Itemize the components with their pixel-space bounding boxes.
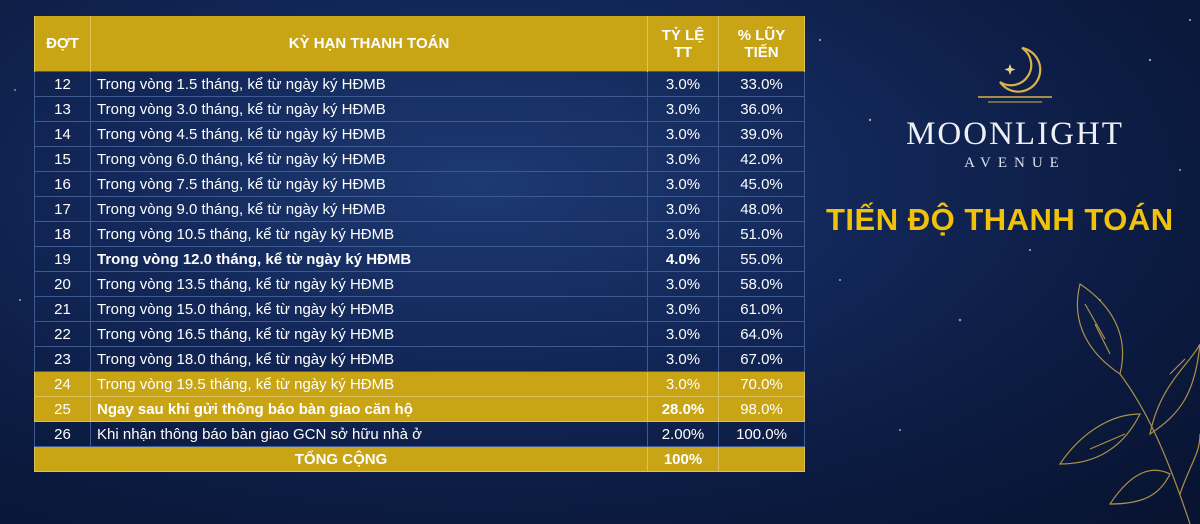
payment-schedule-table: ĐỢT KỲ HẠN THANH TOÁN TỶ LỆ TT % LŨY TIẾ… xyxy=(34,16,805,472)
golden-leaves-decoration xyxy=(1058,283,1200,524)
table-row: 14 Trong vòng 4.5 tháng, kể từ ngày ký H… xyxy=(34,121,805,147)
total-value: 100% xyxy=(647,446,719,472)
page-title: TIẾN ĐỘ THANH TOÁN xyxy=(826,202,1174,237)
cell-cumulative: 36.0% xyxy=(718,96,805,122)
cell-dot: 14 xyxy=(34,121,91,147)
cell-rate: 3.0% xyxy=(647,271,719,297)
cell-rate: 3.0% xyxy=(647,221,719,247)
cell-term: Trong vòng 16.5 tháng, kể từ ngày ký HĐM… xyxy=(90,321,648,347)
cell-term: Trong vòng 7.5 tháng, kể từ ngày ký HĐMB xyxy=(90,171,648,197)
cell-term: Trong vòng 6.0 tháng, kể từ ngày ký HĐMB xyxy=(90,146,648,172)
cell-cumulative: 45.0% xyxy=(718,171,805,197)
cell-term: Trong vòng 15.0 tháng, kể từ ngày ký HĐM… xyxy=(90,296,648,322)
cell-rate: 2.00% xyxy=(647,421,719,447)
cell-term: Trong vòng 12.0 tháng, kể từ ngày ký HĐM… xyxy=(90,246,648,272)
cell-term: Trong vòng 9.0 tháng, kể từ ngày ký HĐMB xyxy=(90,196,648,222)
cell-dot: 19 xyxy=(34,246,91,272)
table-row: 18 Trong vòng 10.5 tháng, kể từ ngày ký … xyxy=(34,221,805,247)
cell-rate: 3.0% xyxy=(647,371,719,397)
cell-term: Trong vòng 4.5 tháng, kể từ ngày ký HĐMB xyxy=(90,121,648,147)
cell-cumulative: 51.0% xyxy=(718,221,805,247)
cell-dot: 15 xyxy=(34,146,91,172)
cell-dot: 23 xyxy=(34,346,91,372)
cell-dot: 13 xyxy=(34,96,91,122)
cell-rate: 3.0% xyxy=(647,346,719,372)
cell-dot: 16 xyxy=(34,171,91,197)
table-row-gold-highlighted: 25 Ngay sau khi gửi thông báo bàn giao c… xyxy=(34,396,805,422)
table-row: 20 Trong vòng 13.5 tháng, kể từ ngày ký … xyxy=(34,271,805,297)
cell-dot: 20 xyxy=(34,271,91,297)
table-row-highlighted: 19 Trong vòng 12.0 tháng, kể từ ngày ký … xyxy=(34,246,805,272)
table-header-row: ĐỢT KỲ HẠN THANH TOÁN TỶ LỆ TT % LŨY TIẾ… xyxy=(34,16,805,72)
cell-term: Trong vòng 10.5 tháng, kể từ ngày ký HĐM… xyxy=(90,221,648,247)
cell-dot: 25 xyxy=(34,396,91,422)
cell-dot: 17 xyxy=(34,196,91,222)
table-row: 12 Trong vòng 1.5 tháng, kể từ ngày ký H… xyxy=(34,71,805,97)
table-row: 26 Khi nhận thông báo bàn giao GCN sở hữ… xyxy=(34,421,805,447)
cell-rate: 3.0% xyxy=(647,71,719,97)
cell-cumulative: 67.0% xyxy=(718,346,805,372)
cell-rate: 28.0% xyxy=(647,396,719,422)
cell-rate: 4.0% xyxy=(647,246,719,272)
cell-cumulative: 42.0% xyxy=(718,146,805,172)
brand-subtitle: AVENUE xyxy=(964,155,1066,171)
cell-cumulative: 61.0% xyxy=(718,296,805,322)
table-row: 17 Trong vòng 9.0 tháng, kể từ ngày ký H… xyxy=(34,196,805,222)
cell-rate: 3.0% xyxy=(647,146,719,172)
header-cumulative: % LŨY TIẾN xyxy=(718,16,805,72)
cell-dot: 22 xyxy=(34,321,91,347)
cell-dot: 12 xyxy=(34,71,91,97)
cell-term: Trong vòng 19.5 tháng, kể từ ngày ký HĐM… xyxy=(90,371,648,397)
cell-rate: 3.0% xyxy=(647,196,719,222)
table-row: 13 Trong vòng 3.0 tháng, kể từ ngày ký H… xyxy=(34,96,805,122)
header-term: KỲ HẠN THANH TOÁN xyxy=(90,16,648,72)
cell-rate: 3.0% xyxy=(647,321,719,347)
cell-term: Khi nhận thông báo bàn giao GCN sở hữu n… xyxy=(90,421,648,447)
cell-cumulative: 33.0% xyxy=(718,71,805,97)
cell-dot: 21 xyxy=(34,296,91,322)
cell-rate: 3.0% xyxy=(647,296,719,322)
cell-dot: 24 xyxy=(34,371,91,397)
table-row: 15 Trong vòng 6.0 tháng, kể từ ngày ký H… xyxy=(34,146,805,172)
table-row: 21 Trong vòng 15.0 tháng, kể từ ngày ký … xyxy=(34,296,805,322)
cell-term: Trong vòng 18.0 tháng, kể từ ngày ký HĐM… xyxy=(90,346,648,372)
table-row: 16 Trong vòng 7.5 tháng, kể từ ngày ký H… xyxy=(34,171,805,197)
cell-dot: 26 xyxy=(34,421,91,447)
cell-cumulative: 39.0% xyxy=(718,121,805,147)
cell-cumulative: 70.0% xyxy=(718,371,805,397)
cell-term: Ngay sau khi gửi thông báo bàn giao căn … xyxy=(90,396,648,422)
table-body: 12 Trong vòng 1.5 tháng, kể từ ngày ký H… xyxy=(34,71,805,472)
crescent-moon-star-icon xyxy=(978,46,1052,103)
cell-term: Trong vòng 3.0 tháng, kể từ ngày ký HĐMB xyxy=(90,96,648,122)
table-total-row: TỔNG CỘNG 100% xyxy=(34,446,805,472)
table-row: 23 Trong vòng 18.0 tháng, kể từ ngày ký … xyxy=(34,346,805,372)
cell-cumulative: 48.0% xyxy=(718,196,805,222)
cell-cumulative: 55.0% xyxy=(718,246,805,272)
cell-cumulative: 98.0% xyxy=(718,396,805,422)
cell-rate: 3.0% xyxy=(647,96,719,122)
payment-schedule-table-container: ĐỢT KỲ HẠN THANH TOÁN TỶ LỆ TT % LŨY TIẾ… xyxy=(34,16,805,472)
brand-name: MOONLIGHT xyxy=(906,116,1124,152)
total-empty-cell xyxy=(718,446,805,472)
table-row: 22 Trong vòng 16.5 tháng, kể từ ngày ký … xyxy=(34,321,805,347)
header-dot: ĐỢT xyxy=(34,16,91,72)
cell-cumulative: 58.0% xyxy=(718,271,805,297)
cell-cumulative: 100.0% xyxy=(718,421,805,447)
cell-cumulative: 64.0% xyxy=(718,321,805,347)
brand-logo: MOONLIGHT AVENUE xyxy=(895,42,1135,172)
total-label: TỔNG CỘNG xyxy=(34,446,648,472)
cell-rate: 3.0% xyxy=(647,171,719,197)
cell-dot: 18 xyxy=(34,221,91,247)
cell-term: Trong vòng 1.5 tháng, kể từ ngày ký HĐMB xyxy=(90,71,648,97)
table-row-gold: 24 Trong vòng 19.5 tháng, kể từ ngày ký … xyxy=(34,371,805,397)
cell-rate: 3.0% xyxy=(647,121,719,147)
header-rate: TỶ LỆ TT xyxy=(647,16,719,72)
cell-term: Trong vòng 13.5 tháng, kể từ ngày ký HĐM… xyxy=(90,271,648,297)
